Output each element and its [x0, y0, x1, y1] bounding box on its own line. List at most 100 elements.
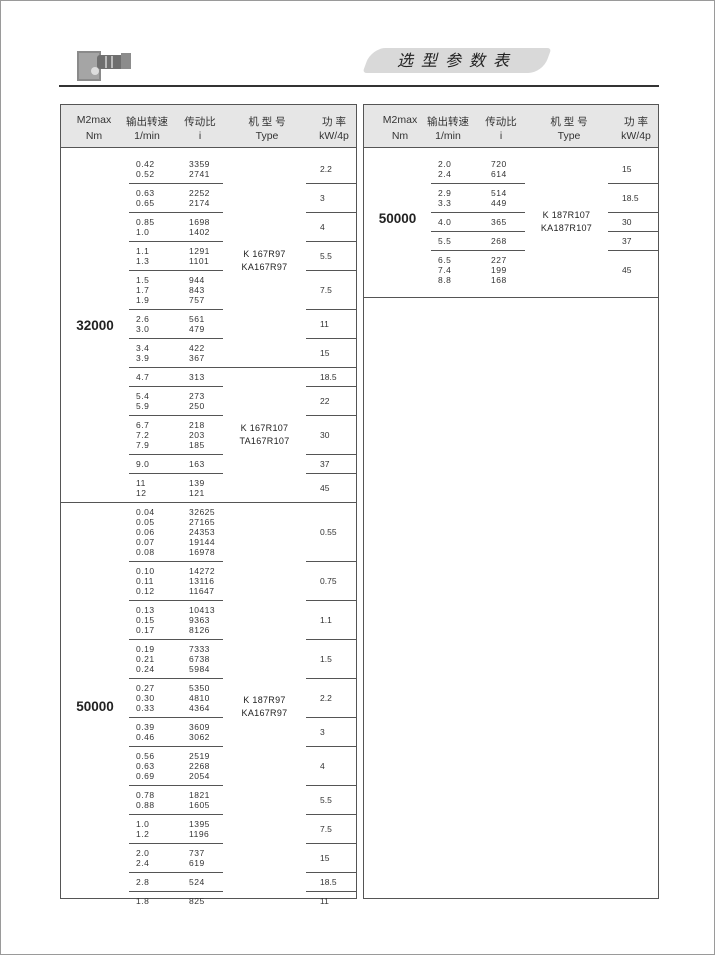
ratio: 843 — [189, 285, 205, 295]
output-speed: 1.9 — [136, 295, 150, 305]
power-value: 15 — [320, 348, 330, 358]
ratio-list: 720 614 — [491, 159, 525, 179]
power-value: 4 — [306, 213, 356, 242]
type-model: K 187R107 — [542, 210, 591, 220]
table-header: M2max Nm 输出转速 1/min 传动比 i 机 型 号 Type 功 率 kW/4p — [364, 105, 658, 148]
speed-ratio-group: 0.04 0.05 0.06 0.07 0.08 32625 27165 24353 19144… — [129, 503, 223, 562]
power-value: 2.2 — [306, 155, 356, 184]
output-speed: 5.5 — [438, 236, 452, 246]
speed-list: 2.6 3.0 — [136, 314, 189, 334]
speed-list: 4.7 — [136, 372, 189, 382]
ratio-list: 3359 2741 — [189, 159, 223, 179]
output-speed: 1.2 — [136, 829, 150, 839]
type-model: KA187R107 — [540, 223, 593, 233]
output-speed: 9.0 — [136, 459, 150, 469]
speed-ratio-column: 4.7 313 5.4 5.9 273 250 6.7 7.2 7.9 218 203 185 9.0 1… — [129, 368, 223, 502]
type-model: KA167R97 — [241, 262, 288, 272]
output-speed: 0.39 — [136, 722, 155, 732]
speed-list: 1.8 — [136, 896, 189, 906]
output-speed: 7.4 — [438, 265, 452, 275]
speed-list: 0.13 0.15 0.17 — [136, 605, 189, 635]
output-speed: 2.4 — [438, 169, 452, 179]
speed-list: 5.4 5.9 — [136, 391, 189, 411]
ratio-list: 273 250 — [189, 391, 223, 411]
speed-ratio-group: 0.13 0.15 0.17 10413 9363 8126 — [129, 601, 223, 640]
header-ratio: 传动比 — [184, 116, 216, 128]
output-speed: 0.11 — [136, 576, 154, 586]
subsections: 0.42 0.52 3359 2741 0.63 0.65 2252 2174 0.85 1.0 1… — [129, 148, 356, 502]
type-model: TA167R107 — [239, 436, 290, 446]
output-speed: 0.33 — [136, 703, 155, 713]
ratio: 561 — [189, 314, 205, 324]
ratio-list: 2252 2174 — [189, 188, 223, 208]
output-speed: 4.0 — [438, 217, 452, 227]
ratio: 1698 — [189, 217, 210, 227]
speed-list: 6.5 7.4 8.8 — [438, 255, 491, 285]
ratio-list: 268 — [491, 236, 525, 246]
output-speed: 1.3 — [136, 256, 150, 266]
speed-list: 1.5 1.7 1.9 — [136, 275, 189, 305]
output-speed: 2.4 — [136, 858, 150, 868]
speed-ratio-group: 1.5 1.7 1.9 944 843 757 — [129, 271, 223, 310]
speed-list: 11 12 — [136, 478, 189, 498]
ratio: 8126 — [189, 625, 210, 635]
ratio-list: 313 — [189, 372, 223, 382]
type-model: K 167R107 — [240, 423, 289, 433]
speed-list: 4.0 — [438, 217, 491, 227]
header-speed: 输出转速 — [427, 116, 469, 128]
header-type-unit: Type — [557, 130, 581, 142]
output-speed: 0.63 — [136, 761, 155, 771]
output-speed: 11 — [136, 478, 146, 488]
output-speed: 0.12 — [136, 586, 155, 596]
ratio: 4810 — [189, 693, 210, 703]
output-speed: 0.56 — [136, 751, 155, 761]
ratio: 2252 — [189, 188, 210, 198]
output-speed: 5.4 — [136, 391, 150, 401]
ratio-list: 1821 1605 — [189, 790, 223, 810]
header-torque: M2max — [382, 114, 418, 126]
ratio: 14272 — [189, 566, 216, 576]
ratio-list: 1698 1402 — [189, 217, 223, 237]
header-ratio-unit: i — [198, 130, 202, 142]
torque-section: 50000 0.04 0.05 0.06 0.07 0.08 32625 27165 24353… — [61, 503, 356, 910]
ratio: 27165 — [189, 517, 216, 527]
speed-list: 2.9 3.3 — [438, 188, 491, 208]
output-speed: 0.08 — [136, 547, 155, 557]
left-selection-table: M2max Nm 输出转速 1/min 传动比 i 机 型 号 Type 功 率 kW/4p 320… — [60, 104, 357, 906]
ratio-list: 5350 4810 4364 — [189, 683, 223, 713]
power-value: 37 — [306, 455, 356, 474]
speed-list: 0.78 0.88 — [136, 790, 189, 810]
ratio: 737 — [189, 848, 205, 858]
output-speed: 0.17 — [136, 625, 155, 635]
speed-list: 1.1 1.3 — [136, 246, 189, 266]
speed-ratio-group: 4.7 313 — [129, 368, 223, 387]
ratio: 24353 — [189, 527, 216, 537]
table-body: 50000 2.0 2.4 720 614 2.9 3.3 514 449 4.0 365 5.5 26… — [364, 148, 658, 298]
ratio: 3359 — [189, 159, 210, 169]
ratio-list: 514 449 — [491, 188, 525, 208]
speed-ratio-group: 6.5 7.4 8.8 227 199 168 — [431, 251, 525, 289]
output-speed: 0.24 — [136, 664, 155, 674]
ratio-list: 14272 13116 11647 — [189, 566, 223, 596]
ratio: 1821 — [189, 790, 210, 800]
header-speed: 输出转速 — [126, 116, 168, 128]
output-speed: 1.0 — [136, 227, 150, 237]
header-power: 功 率 — [624, 116, 648, 128]
speed-ratio-group: 6.7 7.2 7.9 218 203 185 — [129, 416, 223, 455]
power-value: 30 — [608, 213, 658, 232]
output-speed: 3.4 — [136, 343, 150, 353]
output-speed: 0.05 — [136, 517, 155, 527]
output-speed: 0.88 — [136, 800, 155, 810]
type-subsection: 4.7 313 5.4 5.9 273 250 6.7 7.2 7.9 218 203 185 9.0 1… — [129, 367, 356, 502]
power-value: 1.5 — [306, 640, 356, 679]
speed-ratio-group: 5.4 5.9 273 250 — [129, 387, 223, 416]
ratio-list: 561 479 — [189, 314, 223, 334]
power-value: 1.1 — [306, 601, 356, 640]
header-ratio: 传动比 — [485, 116, 517, 128]
ratio-list: 422 367 — [189, 343, 223, 363]
type-cell: K 187R97 KA167R97 — [223, 503, 306, 910]
ratio: 1196 — [189, 829, 210, 839]
output-speed: 0.15 — [136, 615, 155, 625]
header-divider — [59, 85, 659, 87]
ratio-list: 944 843 757 — [189, 275, 223, 305]
